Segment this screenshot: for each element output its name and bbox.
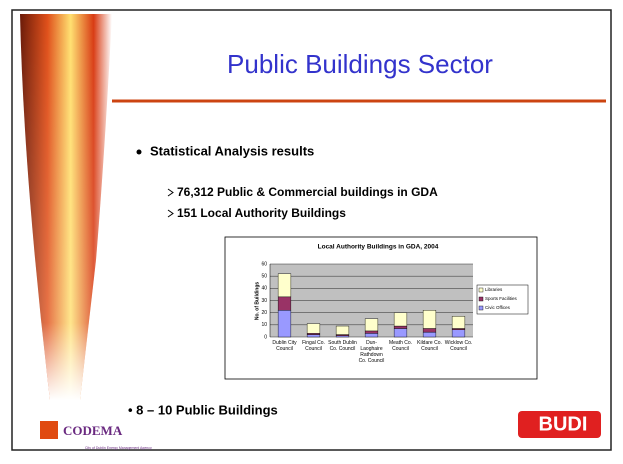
- x-tick-label-box: Fingal Co. Council: [299, 340, 328, 380]
- footer-bullet: • 8 – 10 Public Buildings: [128, 402, 278, 417]
- x-tick-label-box: Dublin City Council: [270, 340, 299, 380]
- bar-segment: [307, 335, 320, 337]
- bar-segment: [278, 310, 291, 337]
- x-tick-label-box: Meath Co. Council: [386, 340, 415, 380]
- bar-segment: [365, 319, 378, 331]
- chart-title: Local Authority Buildings in GDA, 2004: [318, 244, 439, 251]
- bullet: [137, 150, 142, 155]
- logo-codema: CODEMA: [63, 423, 123, 438]
- x-tick-label-box: Wicklow Co. Council: [444, 340, 473, 380]
- x-tick-label-box: Dun-Laoghaire Rathdown Co. Council: [357, 340, 386, 380]
- bar-segment: [423, 310, 436, 328]
- y-tick-label: 10: [261, 322, 267, 328]
- x-tick-label: Wicklow Co. Council: [444, 340, 473, 352]
- y-tick-label: 30: [261, 298, 267, 304]
- y-tick-label: 60: [261, 261, 267, 267]
- x-tick-label: Meath Co. Council: [386, 340, 415, 352]
- x-tick-label: Fingal Co. Council: [299, 340, 328, 352]
- x-tick-label-box: South Dublin Co. Council: [328, 340, 357, 380]
- y-axis-label: No. of Buildings: [254, 282, 260, 321]
- bar-segment: [423, 328, 436, 332]
- legend-swatch: [479, 288, 483, 292]
- legend-label: Libraries: [485, 287, 503, 292]
- bar-segment: [278, 297, 291, 310]
- bar-segment: [278, 274, 291, 297]
- slide-title: Public Buildings Sector: [227, 49, 493, 79]
- x-tick-label-box: Kildare Co. Council: [415, 340, 444, 380]
- logo-codema-caption: City of Dublin Energy Management Agency: [85, 446, 152, 450]
- bar-segment: [452, 316, 465, 328]
- y-tick-label: 20: [261, 310, 267, 316]
- legend-label: Civic Offices: [485, 305, 511, 310]
- y-tick-label: 40: [261, 286, 267, 292]
- x-tick-label: Dublin City Council: [270, 340, 299, 352]
- logo-budi: BUDI: [539, 413, 588, 435]
- codema-icon: [40, 421, 58, 439]
- bar-segment: [307, 324, 320, 334]
- y-tick-label: 0: [264, 334, 267, 340]
- bar-segment: [365, 333, 378, 337]
- legend-swatch: [479, 306, 483, 310]
- x-tick-label: Kildare Co. Council: [415, 340, 444, 352]
- bar-segment: [394, 313, 407, 326]
- sub-bullet: 151 Local Authority Buildings: [177, 206, 346, 220]
- bar-segment: [452, 330, 465, 337]
- bar-segment: [423, 332, 436, 337]
- x-tick-label: Dun-Laoghaire Rathdown Co. Council: [357, 340, 386, 364]
- slide: Public Buildings Sector Statistical Anal…: [0, 0, 623, 459]
- y-tick-label: 50: [261, 273, 267, 279]
- bullet-text: Statistical Analysis results: [150, 143, 314, 158]
- x-tick-label: South Dublin Co. Council: [328, 340, 357, 352]
- sub-bullet: 76,312 Public & Commercial buildings in …: [177, 185, 438, 199]
- bar-segment: [365, 331, 378, 333]
- legend-label: Sports Facilities: [485, 296, 518, 301]
- bar-segment: [336, 326, 349, 335]
- legend-swatch: [479, 297, 483, 301]
- bar-segment: [394, 328, 407, 337]
- bar-segment: [394, 326, 407, 328]
